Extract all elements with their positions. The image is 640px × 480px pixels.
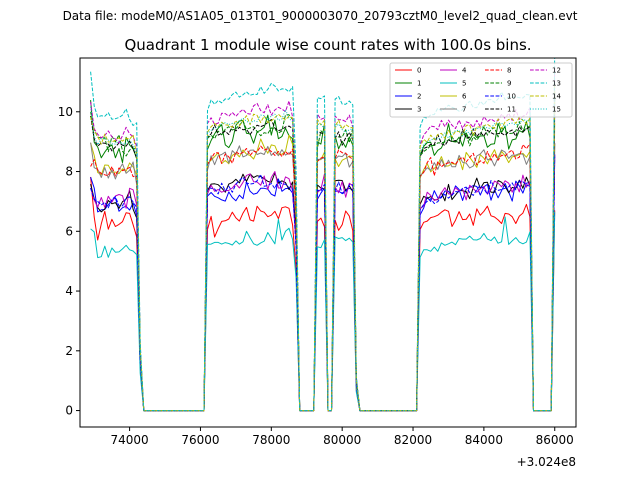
legend-label-1: 1 bbox=[417, 80, 421, 88]
x-tick-label: 74000 bbox=[111, 433, 149, 447]
legend-label-14: 14 bbox=[552, 93, 561, 101]
legend-label-0: 0 bbox=[417, 67, 421, 75]
chart-title: Quadrant 1 module wise count rates with … bbox=[124, 36, 531, 54]
x-tick-label: 82000 bbox=[394, 433, 432, 447]
legend-label-9: 9 bbox=[507, 80, 511, 88]
x-tick-label: 86000 bbox=[536, 433, 574, 447]
series-line-9 bbox=[90, 90, 556, 412]
legend-label-8: 8 bbox=[507, 67, 511, 75]
y-axis: 0 2 4 6 8 10 bbox=[58, 105, 80, 418]
legend-label-7: 7 bbox=[462, 106, 466, 114]
legend-box bbox=[389, 62, 573, 118]
legend-label-2: 2 bbox=[417, 93, 421, 101]
legend-label-11: 11 bbox=[507, 106, 516, 114]
y-tick-label: 0 bbox=[65, 404, 73, 418]
x-tick-label: 84000 bbox=[465, 433, 503, 447]
series-group bbox=[90, 58, 556, 412]
y-tick-label: 4 bbox=[65, 284, 73, 298]
series-line-11 bbox=[90, 91, 556, 412]
x-axis: 74000 76000 78000 80000 82000 84000 86000 bbox=[111, 427, 574, 447]
legend-label-10: 10 bbox=[507, 93, 516, 101]
legend-label-15: 15 bbox=[552, 106, 561, 114]
axes-frame bbox=[79, 57, 577, 428]
series-line-10 bbox=[90, 152, 556, 412]
y-tick-label: 8 bbox=[65, 165, 73, 179]
x-tick-label: 78000 bbox=[252, 433, 290, 447]
legend-label-5: 5 bbox=[462, 80, 466, 88]
x-tick-label: 80000 bbox=[323, 433, 361, 447]
y-tick-label: 2 bbox=[65, 344, 73, 358]
suptitle: Data file: modeM0/AS1A05_013T01_90000030… bbox=[63, 9, 578, 23]
legend-label-6: 6 bbox=[462, 93, 467, 101]
legend-label-13: 13 bbox=[552, 80, 561, 88]
legend-label-12: 12 bbox=[552, 67, 561, 75]
y-tick-label: 6 bbox=[65, 224, 73, 238]
legend-label-4: 4 bbox=[462, 67, 467, 75]
series-line-8 bbox=[90, 107, 556, 412]
x-offset-label: +3.024e8 bbox=[517, 455, 576, 469]
series-line-15 bbox=[90, 82, 556, 412]
x-tick-label: 76000 bbox=[181, 433, 219, 447]
legend-label-3: 3 bbox=[417, 106, 421, 114]
y-tick-label: 10 bbox=[58, 105, 73, 119]
plot-area bbox=[79, 57, 577, 428]
